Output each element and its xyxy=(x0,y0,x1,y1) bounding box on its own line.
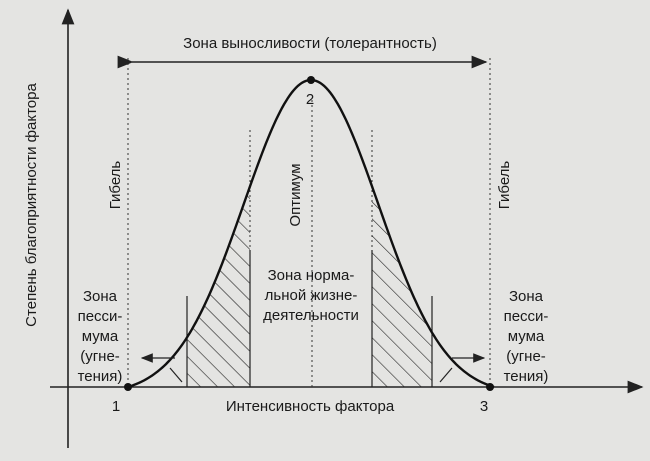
point xyxy=(307,76,315,84)
zone-label-line: песси- xyxy=(504,308,549,325)
zone-label-line: песси- xyxy=(78,308,123,325)
optimum-label: Оптимум xyxy=(287,163,304,226)
point xyxy=(486,383,494,391)
x-axis-label: Интенсивность фактора xyxy=(226,398,395,415)
death-label: Гибель xyxy=(496,161,513,210)
zone-label-line: деятельности xyxy=(263,307,359,324)
zone-label-line: (угне- xyxy=(80,348,120,365)
zone-label-line: (угне- xyxy=(506,348,546,365)
y-axis-label: Степень благоприятности фактора xyxy=(23,83,40,327)
tick xyxy=(169,367,183,383)
zone-label-line: Зона норма- xyxy=(268,267,355,284)
zone-label-line: мума xyxy=(508,328,545,345)
point xyxy=(124,383,132,391)
multiline-labels: Зона норма-льной жизне-деятельности Зона п… xyxy=(78,267,549,385)
zone-label-line: мума xyxy=(82,328,119,345)
zone-label-line: тения) xyxy=(78,368,123,385)
tolerance-title: Зона выносливости (толерантность) xyxy=(183,35,437,52)
tick xyxy=(439,367,453,383)
zone-label-line: льной жизне- xyxy=(265,287,358,304)
death-label: Гибель xyxy=(107,161,124,210)
zone-label-line: Зона xyxy=(83,288,118,305)
point-label: 1 xyxy=(112,398,120,415)
zone-label-line: тения) xyxy=(504,368,549,385)
zone-label-line: Зона xyxy=(509,288,544,305)
point-label: 3 xyxy=(480,398,488,415)
point-label: 2 xyxy=(306,91,314,108)
